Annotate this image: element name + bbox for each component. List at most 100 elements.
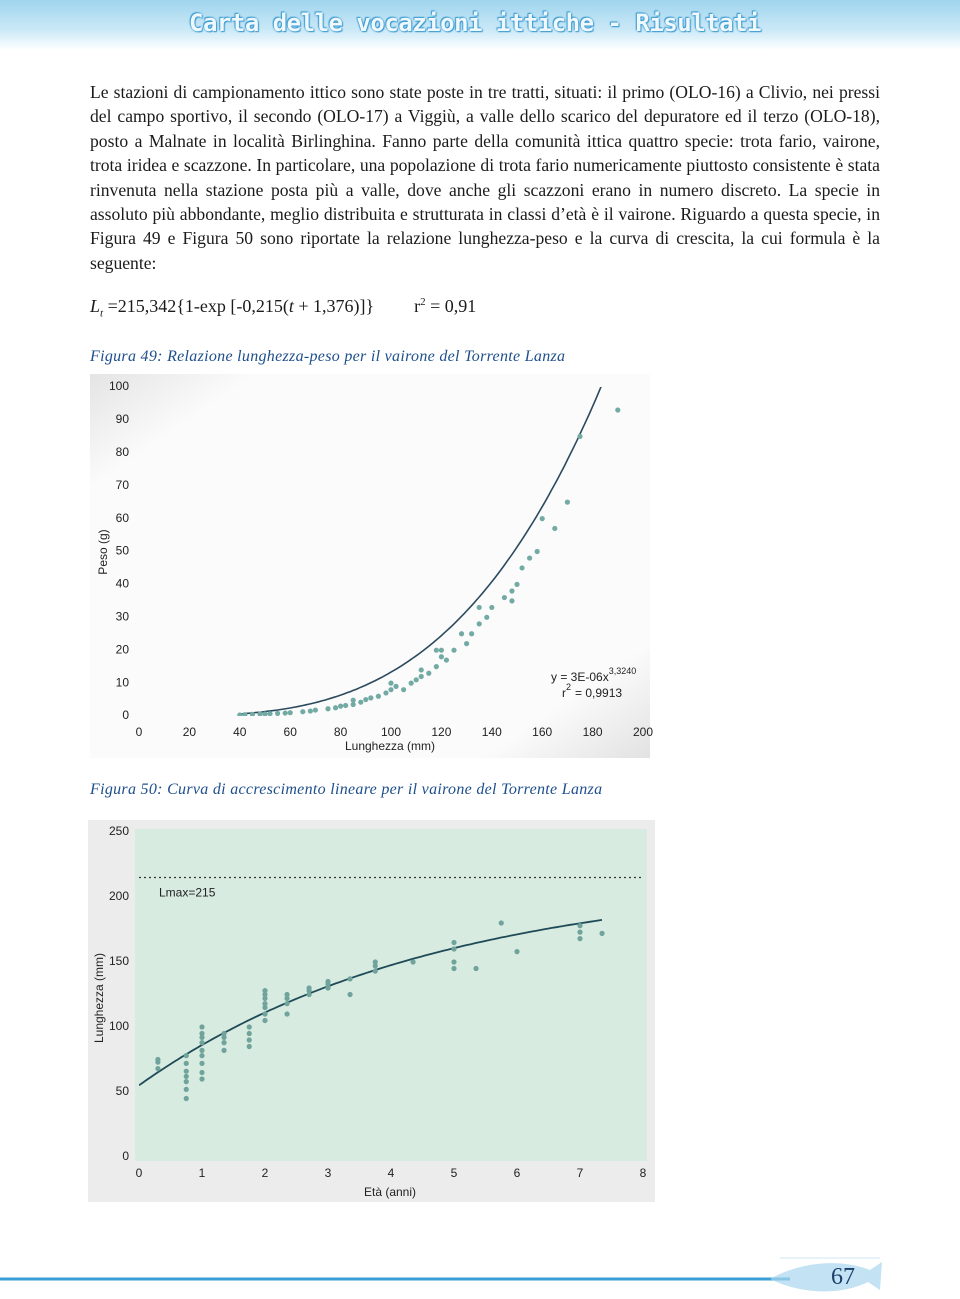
data-point: [418, 673, 424, 680]
data-point: [262, 1001, 268, 1007]
data-point: [534, 548, 540, 555]
data-point: [451, 939, 457, 946]
data-point: [464, 641, 470, 647]
data-point: [539, 516, 545, 522]
data-point: [451, 946, 457, 952]
data-point: [388, 687, 394, 693]
data-point: [332, 705, 339, 711]
data-point: [451, 959, 457, 965]
y-tick-label: 250: [109, 824, 129, 838]
data-point: [183, 1086, 189, 1092]
x-tick-label: 80: [334, 725, 348, 739]
data-point: [498, 920, 504, 926]
y-tick-label: 0: [122, 708, 129, 722]
data-point: [306, 985, 312, 991]
r-symbol: r: [562, 686, 566, 700]
formula-symbol: L: [90, 296, 101, 316]
y-tick-label: 50: [116, 544, 130, 558]
data-point: [267, 711, 273, 716]
y-axis-title: Peso (g): [96, 529, 110, 574]
data-point: [501, 594, 507, 601]
y-tick-label: 10: [116, 675, 130, 689]
data-point: [393, 683, 399, 689]
data-point: [433, 664, 439, 670]
y-tick-label: 0: [122, 1149, 129, 1163]
data-point: [325, 978, 331, 985]
data-point: [183, 1073, 189, 1079]
data-point: [199, 1060, 205, 1066]
data-point: [183, 1079, 189, 1085]
data-point: [372, 968, 378, 974]
data-point: [262, 711, 268, 716]
data-point: [199, 1034, 205, 1040]
y-tick-label: 150: [109, 954, 129, 968]
data-point: [249, 711, 255, 716]
data-point: [199, 1047, 205, 1053]
data-point: [257, 711, 263, 716]
data-point: [221, 1047, 227, 1053]
data-point: [401, 687, 407, 693]
y-tick-label: 40: [116, 577, 130, 591]
data-point: [183, 1053, 189, 1059]
data-point: [284, 1011, 290, 1017]
data-point: [262, 991, 268, 998]
data-point: [438, 654, 444, 660]
data-point: [282, 710, 288, 716]
data-point: [476, 621, 482, 627]
data-point: [199, 1030, 205, 1037]
formula-part: =215,342{1-exp [-0,215(: [107, 296, 289, 316]
trend-line: [239, 387, 602, 715]
data-point: [451, 647, 457, 653]
data-point: [307, 708, 313, 714]
data-point: [408, 680, 414, 686]
data-point: [242, 712, 248, 716]
y-tick-label: 30: [116, 609, 130, 623]
fish-ornament: [770, 1262, 882, 1292]
data-point: [413, 677, 419, 683]
data-point: [221, 1040, 227, 1046]
data-point: [325, 985, 331, 991]
x-tick-label: 6: [514, 1166, 521, 1180]
header-title: Carta delle vocazioni ittiche - Risultat…: [189, 9, 761, 37]
data-point: [473, 965, 479, 972]
data-point: [509, 598, 515, 604]
data-point: [183, 1060, 189, 1066]
data-point: [262, 1017, 268, 1024]
data-point: [358, 699, 364, 705]
data-point: [287, 710, 293, 716]
chart-frame: [90, 374, 650, 758]
data-point: [262, 988, 268, 994]
data-point: [451, 965, 457, 972]
data-point: [155, 1066, 161, 1072]
y-tick-label: 200: [109, 889, 129, 903]
data-point: [275, 710, 281, 716]
reference-label: Lmax=215: [159, 886, 216, 900]
data-point: [350, 701, 356, 708]
plot: [139, 876, 643, 1102]
data-point: [246, 1030, 252, 1037]
data-point: [155, 1056, 161, 1063]
data-point: [433, 647, 439, 653]
data-point: [484, 614, 490, 620]
formula-subscript: t: [100, 307, 104, 320]
data-point: [519, 565, 525, 571]
x-tick-label: 5: [451, 1166, 458, 1180]
figure-caption: Figura 49: Relazione lunghezza-peso per …: [90, 348, 566, 365]
data-point: [246, 1043, 252, 1050]
formula-variable: t: [288, 296, 294, 316]
x-tick-label: 0: [136, 725, 143, 739]
x-tick-label: 20: [183, 725, 197, 739]
x-tick-label: 8: [640, 1166, 647, 1180]
data-point: [615, 407, 621, 413]
x-tick-label: 2: [262, 1166, 269, 1180]
plot-area: [135, 829, 647, 1161]
data-point: [350, 697, 356, 703]
x-tick-label: 200: [633, 725, 653, 739]
data-point: [363, 696, 369, 703]
r2-symbol: r: [414, 296, 421, 316]
data-point: [325, 706, 331, 712]
x-tick-label: 40: [233, 725, 247, 739]
r-value: = 0,9913: [575, 686, 622, 700]
data-point: [284, 1001, 290, 1007]
